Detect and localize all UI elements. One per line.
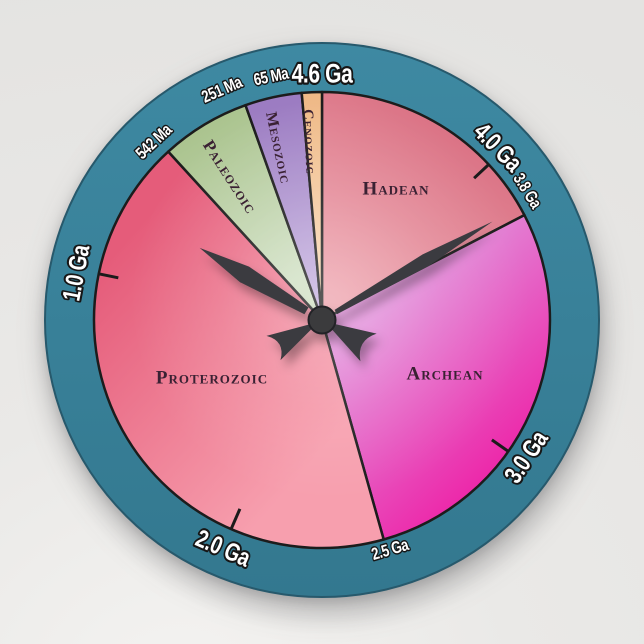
era-label-hadean: Hadean bbox=[362, 179, 429, 200]
tick-marks bbox=[98, 163, 510, 530]
era-label-proterozoic: Proterozoic bbox=[156, 368, 268, 389]
hour-hand bbox=[199, 247, 377, 362]
clock-hands bbox=[199, 221, 493, 362]
clock-hub bbox=[307, 305, 337, 335]
era-label-archean: Archean bbox=[406, 364, 483, 385]
tick-2ga bbox=[229, 508, 242, 530]
minute-hand bbox=[266, 221, 493, 361]
hour-hand-tail bbox=[331, 324, 377, 362]
rim-label-4-6ga: 4.6 Ga bbox=[292, 59, 354, 89]
minute-hand-blade bbox=[334, 221, 493, 315]
tick-1ga bbox=[98, 272, 119, 280]
tick-3ga bbox=[491, 438, 510, 453]
minute-hand-tail bbox=[266, 324, 312, 361]
tick-4ga bbox=[473, 163, 490, 180]
hour-hand-blade bbox=[199, 247, 309, 315]
era-label-cenozoic: Cenozoic bbox=[300, 109, 319, 175]
